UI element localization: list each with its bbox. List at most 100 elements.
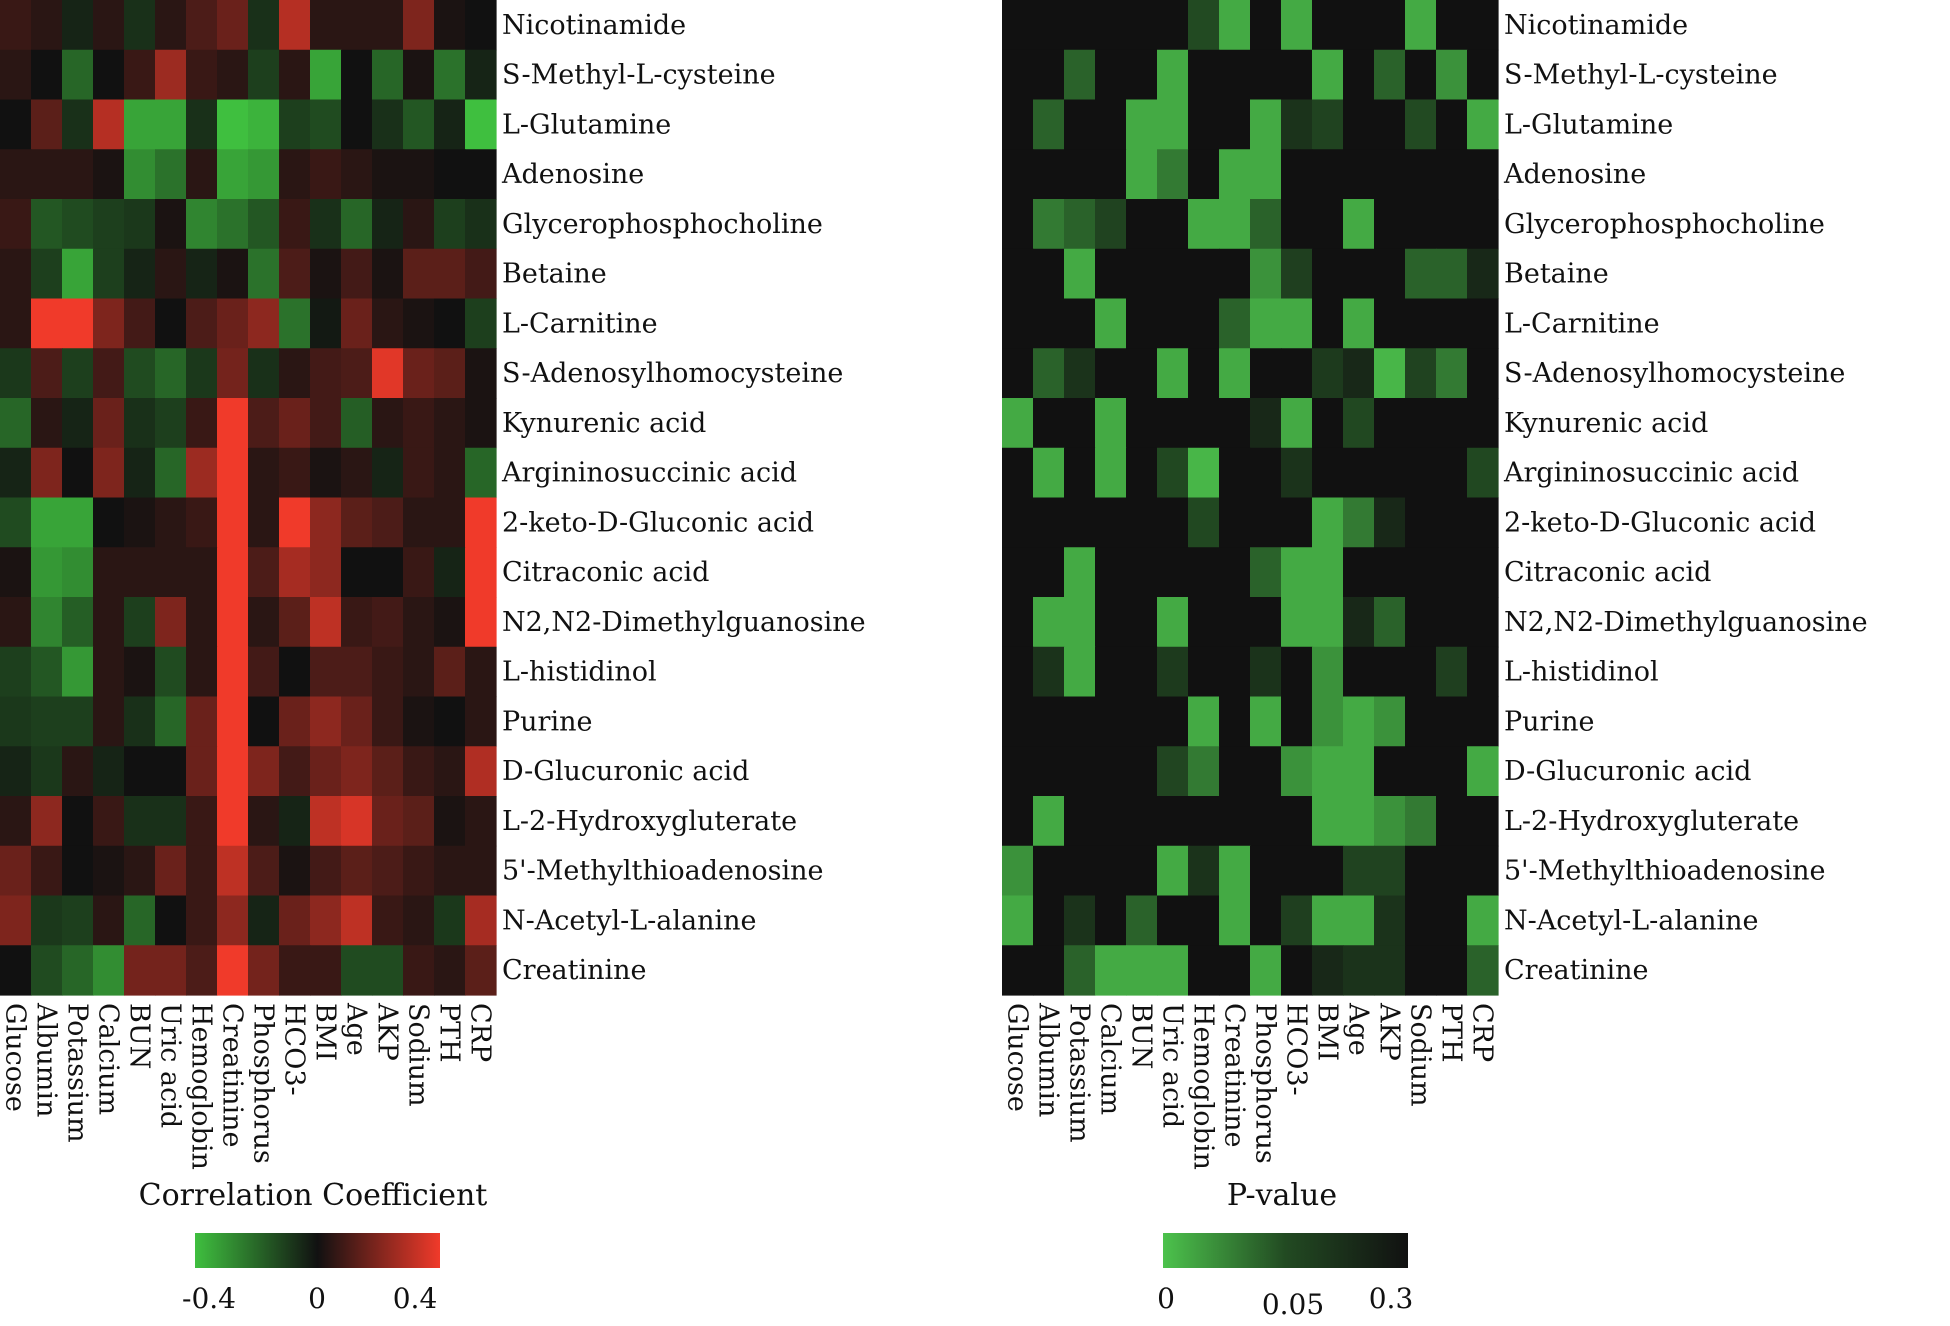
heatmap-cell bbox=[1033, 49, 1065, 101]
heatmap-cell bbox=[93, 646, 125, 698]
heatmap-cell bbox=[0, 398, 32, 449]
heatmap-cell bbox=[310, 895, 342, 946]
heatmap-cell bbox=[1467, 895, 1499, 946]
heatmap-cell bbox=[1405, 348, 1437, 399]
heatmap-cell bbox=[465, 398, 497, 449]
heatmap-cell bbox=[403, 845, 435, 897]
heatmap-cell bbox=[1281, 248, 1313, 300]
row-label: Citraconic acid bbox=[1504, 557, 1711, 588]
heatmap-cell bbox=[1436, 447, 1468, 499]
heatmap-cell bbox=[62, 149, 94, 200]
heatmap-cell bbox=[31, 696, 63, 747]
heatmap-cell bbox=[186, 398, 218, 449]
row-label: Nicotinamide bbox=[1504, 10, 1688, 41]
column-label: Phosphorus bbox=[248, 1003, 279, 1164]
heatmap-cell bbox=[1095, 199, 1127, 250]
heatmap-cell bbox=[465, 0, 497, 51]
heatmap-cell bbox=[93, 248, 125, 300]
heatmap-cell bbox=[372, 845, 404, 897]
heatmap-cell bbox=[1219, 547, 1251, 598]
heatmap-cell bbox=[93, 99, 125, 150]
heatmap-cell bbox=[1188, 497, 1220, 548]
heatmap-cell bbox=[1126, 696, 1158, 747]
heatmap-cell bbox=[1064, 49, 1096, 101]
heatmap-cell bbox=[248, 547, 280, 598]
heatmap-cell bbox=[62, 248, 94, 300]
heatmap-cell bbox=[403, 0, 435, 51]
row-label: L-2-Hydroxygluterate bbox=[502, 806, 797, 837]
heatmap-cell bbox=[1002, 746, 1034, 797]
column-label: Sodium bbox=[1405, 1003, 1436, 1107]
row-label: 2-keto-D-Gluconic acid bbox=[1504, 507, 1816, 538]
heatmap-cell bbox=[1374, 895, 1406, 946]
heatmap-cell bbox=[465, 746, 497, 797]
heatmap-cell bbox=[186, 597, 218, 648]
row-label: Purine bbox=[1504, 706, 1594, 737]
heatmap-cell bbox=[279, 199, 311, 250]
heatmap-cell bbox=[1126, 447, 1158, 499]
heatmap-cell bbox=[1250, 547, 1282, 598]
heatmap-cell bbox=[1312, 149, 1344, 200]
heatmap-cell bbox=[341, 945, 373, 996]
column-label: HCO3- bbox=[279, 1003, 310, 1096]
heatmap-cell bbox=[341, 895, 373, 946]
heatmap-cell bbox=[124, 646, 156, 698]
heatmap-cell bbox=[31, 248, 63, 300]
heatmap-cell bbox=[62, 447, 94, 499]
column-label: Creatinine bbox=[217, 1003, 248, 1148]
heatmap-cell bbox=[1436, 398, 1468, 449]
heatmap-cell bbox=[1250, 398, 1282, 449]
heatmap-cell bbox=[1002, 248, 1034, 300]
heatmap-cell bbox=[217, 248, 249, 300]
heatmap-cell bbox=[1250, 945, 1282, 996]
heatmap-cell bbox=[372, 895, 404, 946]
heatmap-cell bbox=[434, 646, 466, 698]
heatmap-cell bbox=[372, 248, 404, 300]
heatmap-cell bbox=[31, 149, 63, 200]
heatmap-cell bbox=[1374, 298, 1406, 349]
heatmap-cell bbox=[1126, 646, 1158, 698]
heatmap-cell bbox=[1002, 99, 1034, 150]
heatmap-cell bbox=[1312, 99, 1344, 150]
heatmap-cell bbox=[403, 298, 435, 349]
heatmap-cell bbox=[1219, 696, 1251, 747]
heatmap-cell bbox=[1219, 945, 1251, 996]
heatmap-cell bbox=[341, 796, 373, 847]
heatmap-cell bbox=[310, 845, 342, 897]
heatmap-cell bbox=[1281, 646, 1313, 698]
heatmap-cell bbox=[434, 298, 466, 349]
heatmap-cell bbox=[341, 696, 373, 747]
heatmap-cell bbox=[217, 646, 249, 698]
heatmap-cell bbox=[1250, 0, 1282, 51]
heatmap-cell bbox=[279, 895, 311, 946]
heatmap-cell bbox=[1436, 895, 1468, 946]
heatmap-cell bbox=[1033, 199, 1065, 250]
heatmap-cell bbox=[1436, 845, 1468, 897]
column-label: Glucose bbox=[1002, 1003, 1033, 1112]
heatmap-cell bbox=[124, 0, 156, 51]
heatmap-cell bbox=[1250, 348, 1282, 399]
heatmap-cell bbox=[403, 149, 435, 200]
heatmap-cell bbox=[465, 547, 497, 598]
heatmap-cell bbox=[1095, 696, 1127, 747]
heatmap-cell bbox=[1126, 845, 1158, 897]
heatmap-cell bbox=[1281, 597, 1313, 648]
column-label: Albumin bbox=[1033, 1002, 1064, 1117]
column-label: BUN bbox=[124, 1003, 155, 1069]
heatmap-cell bbox=[217, 49, 249, 101]
heatmap-cell bbox=[1405, 796, 1437, 847]
heatmap-cell bbox=[1312, 646, 1344, 698]
heatmap-cell bbox=[155, 398, 187, 449]
heatmap-cell bbox=[1064, 447, 1096, 499]
heatmap-cell bbox=[124, 497, 156, 548]
heatmap-cell bbox=[1064, 199, 1096, 250]
heatmap-cell bbox=[1002, 199, 1034, 250]
heatmap-cell bbox=[1436, 99, 1468, 150]
heatmap-cell bbox=[1064, 796, 1096, 847]
heatmap-cell bbox=[1064, 348, 1096, 399]
heatmap-cell bbox=[248, 597, 280, 648]
row-label: Nicotinamide bbox=[502, 10, 686, 41]
heatmap-cell bbox=[1312, 547, 1344, 598]
heatmap-cell bbox=[248, 398, 280, 449]
heatmap-cell bbox=[465, 845, 497, 897]
